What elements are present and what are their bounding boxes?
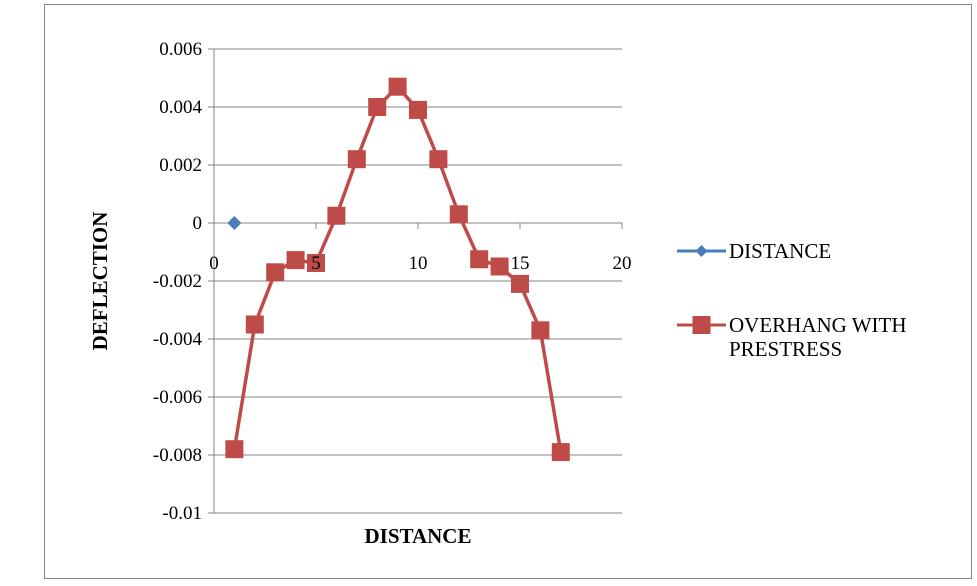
y-tick-label: 0 [193, 213, 203, 234]
y-tick-label: -0.01 [162, 503, 202, 524]
legend-entry-overhang: OVERHANG WITH PRESTRESS [677, 313, 912, 361]
y-tick-label: 0.004 [159, 97, 202, 118]
data-point-square [266, 263, 285, 282]
axes [208, 48, 623, 514]
data-point-square [511, 274, 529, 293]
y-tick-label: -0.002 [153, 271, 202, 292]
data-point-square [388, 77, 407, 96]
data-point-square [490, 257, 509, 276]
data-point-square [347, 150, 366, 169]
legend-label-distance: DISTANCE [729, 239, 831, 263]
data-point-square [470, 250, 489, 269]
series-distance [227, 216, 242, 230]
data-point-diamond [227, 216, 242, 230]
data-point-square [409, 100, 427, 119]
x-tick-label: 5 [311, 253, 321, 274]
x-tick-label: 20 [613, 253, 632, 274]
y-tick-label: -0.008 [153, 445, 202, 466]
data-point-square [429, 150, 448, 169]
x-tick-label: 0 [209, 253, 219, 274]
x-tick-label: 10 [409, 253, 428, 274]
y-tick-label: 0.002 [159, 155, 202, 176]
data-point-square [449, 205, 468, 224]
x-axis-title: DISTANCE [365, 524, 472, 548]
legend-marker-diamond [695, 245, 708, 257]
chart-frame: 0.006 0.004 0.002 0 -0.002 -0.004 -0.006 -0.008… [44, 4, 972, 579]
y-tick-label: -0.006 [153, 387, 202, 408]
data-point-square [286, 251, 305, 270]
data-point-square [531, 321, 550, 340]
data-point-square [245, 315, 264, 334]
data-point-square [551, 443, 570, 462]
legend-label-overhang-line2: PRESTRESS [729, 337, 842, 361]
data-point-square [225, 440, 244, 459]
legend-marker-square [692, 316, 711, 334]
data-point-square [307, 254, 325, 273]
series-layer [225, 77, 570, 462]
legend-label-overhang: OVERHANG WITH PRESTRESS [729, 313, 912, 361]
legend: DISTANCE OVERHANG WITH PRESTRESS [677, 239, 912, 361]
data-point-square [327, 206, 346, 225]
y-tick-label: -0.004 [153, 329, 203, 350]
y-tick-label: 0.006 [159, 39, 202, 60]
deflection-chart: 0.006 0.004 0.002 0 -0.002 -0.004 -0.006 -0.008… [88, 39, 912, 548]
series-overhang-with-prestress [225, 77, 570, 462]
legend-label-overhang-line1: OVERHANG WITH [729, 313, 907, 337]
data-point-square [368, 98, 387, 116]
tick-labels: 0.006 0.004 0.002 0 -0.002 -0.004 -0.006 -0.008… [153, 39, 632, 524]
legend-entry-distance: DISTANCE [677, 239, 831, 263]
y-axis-title: DEFLECTION [88, 212, 112, 351]
x-tick-label: 15 [511, 253, 530, 274]
